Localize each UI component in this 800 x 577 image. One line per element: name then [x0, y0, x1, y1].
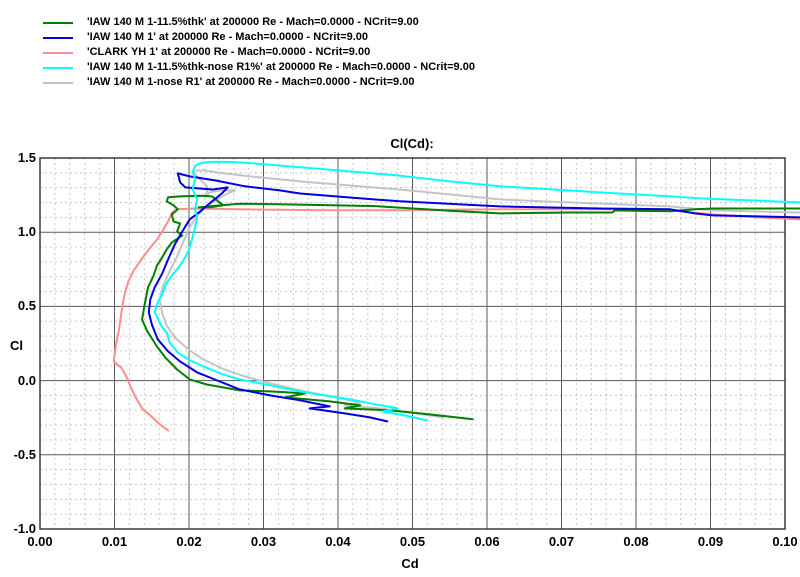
- legend: 'IAW 140 M 1-11.5%thk' at 200000 Re - Ma…: [43, 15, 475, 90]
- legend-line-swatch: [43, 81, 73, 84]
- legend-item: 'IAW 140 M 1' at 200000 Re - Mach=0.0000…: [43, 30, 475, 45]
- legend-line-swatch: [43, 21, 73, 24]
- legend-item: 'CLARK YH 1' at 200000 Re - Mach=0.0000 …: [43, 45, 475, 60]
- chart-title: Cl(Cd):: [390, 136, 434, 151]
- x-tick-label: 0.03: [250, 534, 277, 549]
- legend-line-swatch: [43, 51, 73, 54]
- legend-item-label: 'CLARK YH 1' at 200000 Re - Mach=0.0000 …: [87, 46, 371, 58]
- x-tick-label: 0.00: [27, 534, 53, 549]
- x-axis-label: Cd: [401, 556, 419, 571]
- x-tick-label: 0.09: [697, 534, 724, 549]
- x-tick-label: 0.01: [101, 534, 128, 549]
- series-curve: [153, 160, 800, 422]
- legend-item-label: 'IAW 140 M 1-nose R1' at 200000 Re - Mac…: [87, 76, 415, 88]
- legend-item-label: 'IAW 140 M 1-11.5%thk-nose R1%' at 20000…: [87, 61, 475, 73]
- y-tick-label: -0.5: [13, 446, 36, 462]
- y-tick-label: 1.0: [17, 224, 36, 240]
- legend-item-label: 'IAW 140 M 1-11.5%thk' at 200000 Re - Ma…: [87, 16, 419, 28]
- legend-item: 'IAW 140 M 1-11.5%thk' at 200000 Re - Ma…: [43, 15, 475, 30]
- legend-item: 'IAW 140 M 1-nose R1' at 200000 Re - Mac…: [43, 75, 475, 90]
- legend-item: 'IAW 140 M 1-11.5%thk-nose R1%' at 20000…: [43, 60, 475, 75]
- x-tick-label: 0.10: [772, 534, 798, 549]
- y-tick-label: 0.0: [17, 372, 36, 388]
- x-tick-label: 0.05: [399, 534, 426, 549]
- y-tick-label: -1.0: [13, 521, 36, 536]
- x-tick-label: 0.06: [474, 534, 500, 549]
- x-tick-label: 0.02: [176, 534, 202, 549]
- y-tick-label: 1.5: [17, 150, 36, 165]
- x-tick-label: 0.07: [548, 534, 575, 549]
- series-curve: [147, 172, 800, 423]
- x-tick-label: 0.08: [623, 534, 649, 549]
- y-axis-label: Cl: [10, 338, 23, 353]
- plot-border: [39, 157, 786, 530]
- legend-item-label: 'IAW 140 M 1' at 200000 Re - Mach=0.0000…: [87, 31, 368, 43]
- x-tick-label: 0.04: [325, 534, 351, 549]
- legend-line-swatch: [43, 66, 73, 69]
- legend-line-swatch: [43, 36, 73, 39]
- y-tick-label: 0.5: [17, 298, 36, 314]
- series-curve: [112, 207, 800, 432]
- series-curve: [141, 194, 800, 421]
